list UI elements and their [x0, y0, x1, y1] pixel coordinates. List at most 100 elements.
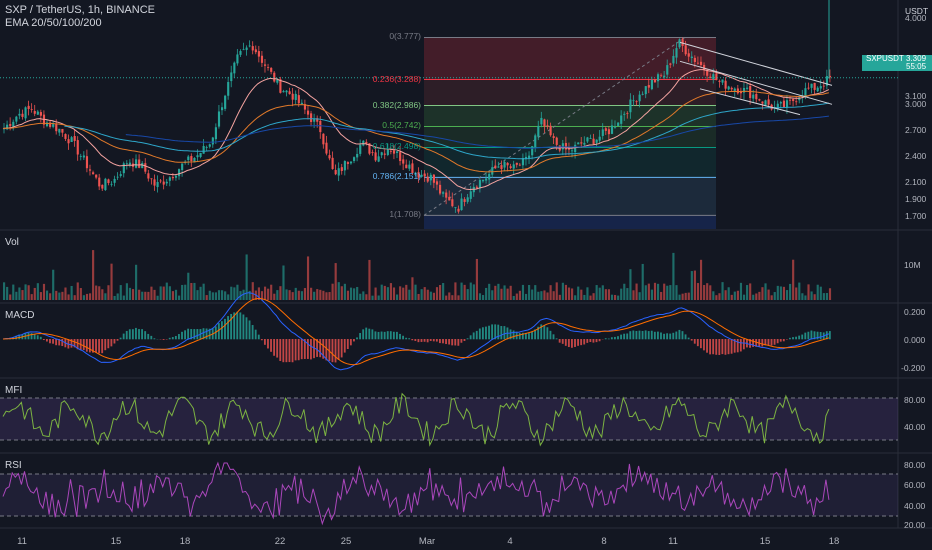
macd-histogram-bar — [604, 338, 607, 340]
macd-signal-line — [2, 297, 830, 366]
volume-bar — [88, 293, 92, 300]
candle-body — [822, 85, 825, 87]
macd-histogram-bar — [782, 339, 785, 342]
macd-histogram-bar — [374, 331, 377, 340]
volume-bar — [85, 293, 89, 300]
volume-bar — [15, 291, 18, 300]
macd-histogram-bar — [119, 337, 122, 340]
volume-bar — [426, 289, 429, 300]
candle-body — [614, 126, 617, 128]
macd-histogram-bar — [392, 331, 395, 340]
volume-bar — [641, 263, 644, 300]
candle-body — [656, 74, 660, 82]
candle-body — [73, 136, 76, 141]
price-tick: 1.700 — [905, 211, 927, 222]
volume-bar — [383, 285, 386, 300]
volume-bar — [411, 277, 414, 300]
candle-body — [276, 79, 279, 83]
candle-body — [678, 39, 681, 48]
candle-body — [429, 174, 432, 181]
macd-histogram-bar — [377, 331, 380, 340]
volume-bar — [82, 295, 85, 300]
volume-bar — [220, 290, 224, 300]
macd-histogram-bar — [721, 339, 724, 355]
candle-body — [288, 91, 291, 95]
macd-pane-label[interactable]: MACD — [5, 310, 35, 321]
candle-body — [306, 110, 310, 115]
fib-trend-line — [423, 37, 686, 216]
macd-histogram-bar — [389, 331, 392, 340]
candle-body — [528, 155, 531, 159]
macd-histogram-bar — [696, 339, 699, 347]
volume-bar — [6, 286, 9, 300]
macd-histogram-bar — [95, 339, 97, 353]
ema20-line — [2, 69, 830, 191]
volume-bar — [402, 287, 405, 300]
rsi-pane-label[interactable]: RSI — [5, 460, 22, 471]
candle-body — [448, 196, 451, 201]
candle-body — [125, 163, 128, 165]
candle-body — [414, 172, 417, 175]
ema-legend[interactable]: EMA 20/50/100/200 — [5, 17, 102, 29]
volume-bar — [515, 293, 518, 300]
macd-histogram-bar — [411, 339, 414, 341]
candle-body — [24, 107, 27, 119]
candle-body — [626, 113, 629, 114]
macd-tick-top: 0.200 — [904, 307, 926, 317]
volume-bar — [58, 292, 61, 300]
candle-body — [577, 142, 580, 145]
candle-body — [408, 164, 411, 169]
macd-histogram-bar — [178, 334, 180, 340]
macd-histogram-bar — [549, 330, 552, 340]
volume-bar — [39, 292, 42, 300]
volume-bar — [119, 285, 122, 300]
candle-body — [742, 87, 746, 93]
macd-histogram-bar — [171, 337, 174, 340]
volume-bar — [288, 290, 291, 300]
rsi-tick-80: 80.00 — [904, 460, 926, 470]
volume-bar — [128, 287, 132, 300]
macd-histogram-bar — [531, 331, 533, 340]
time-tick: 15 — [759, 536, 771, 547]
macd-histogram-bar — [279, 339, 282, 361]
macd-histogram-bar — [693, 339, 696, 344]
macd-histogram-bar — [337, 339, 340, 360]
candle-body — [202, 145, 205, 154]
candle-body — [88, 169, 92, 171]
rsi-line — [2, 461, 830, 526]
mfi-pane-label[interactable]: MFI — [5, 385, 23, 396]
candle-body — [122, 163, 125, 174]
volume-bar — [653, 282, 657, 300]
candle-body — [610, 125, 614, 134]
volume-bar — [251, 282, 254, 300]
macd-histogram-bar — [567, 339, 570, 348]
candle-body — [171, 177, 175, 179]
candle-body — [279, 79, 282, 93]
volume-bar — [825, 293, 829, 300]
macd-histogram-bar — [417, 339, 420, 343]
volume-bar — [144, 291, 147, 300]
volume-bar — [303, 288, 307, 300]
volume-bar — [804, 295, 807, 300]
volume-pane-label[interactable]: Vol — [5, 237, 19, 248]
macd-histogram-bar — [220, 321, 223, 340]
volume-bar — [571, 288, 574, 300]
volume-bar — [761, 287, 764, 300]
volume-bar — [208, 290, 211, 300]
volume-bar — [598, 287, 601, 300]
macd-histogram-bar — [592, 339, 595, 343]
macd-histogram-bar — [534, 329, 537, 340]
candle-body — [813, 82, 816, 90]
volume-bar — [27, 285, 30, 300]
volume-bar — [267, 288, 270, 300]
candle-body — [500, 165, 503, 169]
candle-body — [396, 151, 399, 153]
candle-body — [346, 162, 350, 164]
macd-histogram-bar — [564, 339, 567, 346]
candle-body — [564, 142, 568, 150]
volume-bar — [610, 294, 614, 300]
candle-body — [561, 143, 564, 150]
candle-body — [669, 63, 672, 65]
